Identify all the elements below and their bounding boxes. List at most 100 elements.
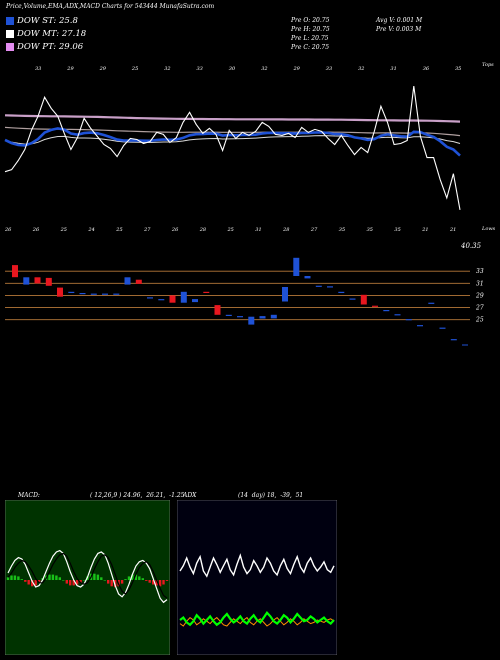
legend-dow-pt: DOW PT: 29.06 [6,42,83,52]
top-label: 31 [390,66,396,72]
prev-high: Pre H: 20.75 [291,26,330,33]
macd-histogram-bar [58,577,61,580]
macd-histogram-bar [131,574,134,580]
price-candle [124,277,131,285]
macd-histogram-bar [145,580,148,581]
macd-histogram-bar [13,575,17,580]
low-label: 25 [60,227,67,233]
macd-histogram-bar [141,578,144,580]
macd-histogram-bar [51,574,55,580]
ema-mid-line [4,135,461,145]
price-candle [12,265,18,278]
price-candle [147,297,153,299]
price-candle [349,298,356,300]
prev-open: Pre O: 20.75 [291,17,330,24]
macd-histogram-bar [148,580,151,583]
low-label: 35 [367,227,373,233]
low-label: 27 [143,227,151,233]
top-label: 32 [261,66,267,72]
legend-label-mt: DOW MT: 27.18 [17,29,87,39]
macd-histogram-bar [10,575,13,580]
price-candle [338,291,345,293]
macd-histogram-bar [103,580,106,581]
top-label: 36 [423,66,430,72]
guide-level-label: 33 [476,268,484,275]
top-label: 32 [164,66,170,72]
price-candle [169,295,176,303]
macd-histogram-bar [155,580,158,586]
legend-label-pt: DOW PT: 29.06 [17,42,84,52]
price-candle [462,344,468,346]
legend-dow-mt: DOW MT: 27.18 [6,29,86,39]
price-candle [293,257,300,276]
adx-panel [177,500,337,655]
top-label: 29 [293,66,301,72]
price-candle [214,305,221,315]
top-label: 32 [358,66,364,72]
macd-signal-line [7,552,168,599]
low-label: 25 [115,227,122,233]
adx-params: (14 day) 18, -39, 51 [238,492,304,499]
top-label: 35 [455,66,461,72]
price-candle [102,293,108,295]
adx-background [177,500,337,655]
price-candle [259,316,266,319]
macd-histogram-bar [31,580,34,587]
price-candle [158,299,165,301]
macd-histogram-bar [65,580,68,584]
legend-swatch-st [6,17,14,25]
price-candle [192,299,198,303]
top-label: 33 [326,66,332,72]
macd-histogram-bar [82,580,86,581]
macd-histogram-bar [127,576,131,580]
macd-histogram-bar [34,580,37,586]
price-candle [90,293,97,295]
macd-histogram-bar [69,580,72,586]
price-candle [315,285,322,287]
low-label: 35 [339,227,345,233]
guide-level-label: 25 [475,317,484,324]
price-candle [304,276,311,279]
guide-level-label: 29 [475,292,484,299]
price-candle [113,293,120,295]
macd-histogram-bar [24,580,27,582]
macd-histogram-bar [138,576,141,580]
macd-histogram-bar [165,580,169,581]
price-candle [282,287,288,302]
macd-histogram-bar [152,580,155,585]
macd-histogram-bar [134,574,138,580]
low-label: 28 [282,227,289,233]
price-candle [79,293,86,295]
legend-dow-st: DOW ST: 25.8 [6,16,78,26]
macd-histogram-bar [124,579,127,580]
price-candle [372,305,378,307]
adx-line [179,553,335,578]
legend-label-st: DOW ST: 25.8 [17,16,78,26]
price-candle [450,339,457,341]
prev-close: Pre C: 20.75 [291,44,330,51]
chart-title: Price,Volume,EMA,ADX,MACD Charts for 543… [6,3,215,10]
adx-title: ADX [183,492,197,499]
low-label: 26 [32,227,40,233]
macd-histogram-bar [48,574,51,580]
macd-histogram-bar [75,580,79,585]
prev-volume: Pre V: 0.003 M [376,26,422,33]
legend-swatch-mt [6,30,14,38]
lows-label: Lows [481,226,496,232]
price-candle [439,327,446,329]
price-candle [34,277,41,284]
macd-histogram-bar [55,575,58,580]
macd-histogram-bar [20,579,23,580]
macd-histogram-bar [37,580,41,582]
price-candle [45,277,52,286]
macd-histogram-bar [6,577,10,580]
top-label: 29 [99,66,107,72]
price-line [4,86,461,210]
macd-histogram-bar [72,580,75,586]
tops-label: Tops [482,62,494,68]
macd-histogram-bar [158,580,162,587]
low-label: 27 [310,227,318,233]
price-candle [203,291,210,293]
macd-histogram-bar [107,580,110,584]
ema-long-line [4,114,461,123]
